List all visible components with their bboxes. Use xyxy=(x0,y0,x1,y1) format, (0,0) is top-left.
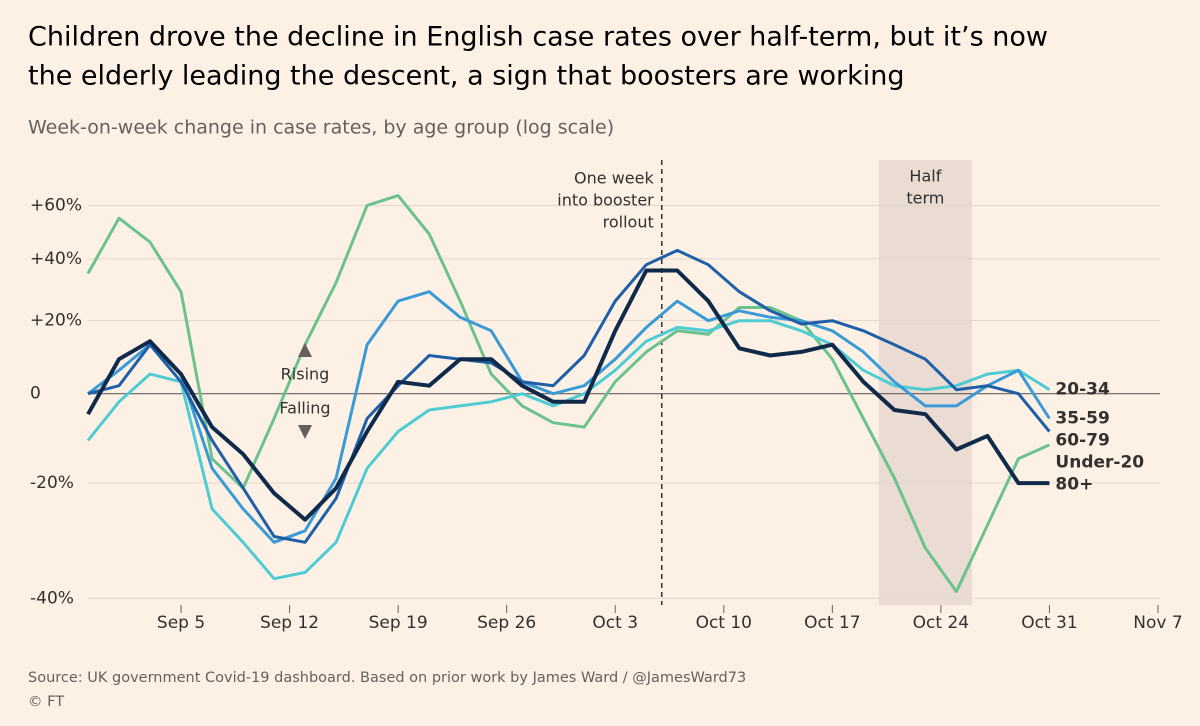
x-tick-label: Oct 24 xyxy=(913,613,969,633)
x-tick-label: Sep 19 xyxy=(369,613,428,633)
y-tick-label: -20% xyxy=(30,473,74,493)
x-tick-label: Sep 12 xyxy=(260,613,319,633)
rising-label: Rising xyxy=(281,365,330,384)
y-tick-label: +20% xyxy=(30,311,82,331)
y-tick-label: -40% xyxy=(30,588,74,608)
x-tick-label: Nov 7 xyxy=(1133,613,1182,633)
booster-label: rollout xyxy=(603,213,654,232)
half-term-shade xyxy=(878,160,972,605)
series-line xyxy=(86,194,1051,594)
rising-arrow xyxy=(298,343,312,357)
series-line xyxy=(87,290,1051,544)
series-label: Under-20 xyxy=(1055,452,1144,472)
falling-arrow xyxy=(298,425,312,439)
series-line xyxy=(87,248,1051,544)
y-tick-label: 0 xyxy=(30,384,41,404)
half-term-label: Half xyxy=(909,167,941,186)
series-label: 80+ xyxy=(1055,474,1093,494)
x-tick-label: Oct 3 xyxy=(592,613,638,633)
x-tick-label: Oct 31 xyxy=(1021,613,1077,633)
x-tick-label: Oct 17 xyxy=(804,613,860,633)
series-line xyxy=(86,268,1050,522)
chart-title: Children drove the decline in English ca… xyxy=(28,22,1048,53)
series-label: 20-34 xyxy=(1055,380,1110,400)
y-tick-label: +60% xyxy=(30,195,82,215)
half-term-label: term xyxy=(906,189,944,208)
plot-area: Half term +60% +40% +20% 0 -20% -40% Sep 5 Sep 12… xyxy=(30,160,1183,633)
chart-title: the elderly leading the descent, a sign … xyxy=(28,61,905,92)
booster-label: into booster xyxy=(557,191,654,210)
credit: © FT xyxy=(28,694,64,710)
series-label: 60-79 xyxy=(1055,430,1109,450)
x-tick-label: Sep 26 xyxy=(477,613,536,633)
falling-label: Falling xyxy=(279,399,330,418)
source: Source: UK government Covid-19 dashboard… xyxy=(28,670,746,686)
y-tick-label: +40% xyxy=(30,249,82,269)
series-label: 35-59 xyxy=(1055,408,1109,428)
x-tick-label: Sep 5 xyxy=(157,613,205,633)
x-tick-label: Oct 10 xyxy=(696,613,752,633)
chart-subtitle: Week-on-week change in case rates, by ag… xyxy=(28,117,614,139)
booster-label: One week xyxy=(574,169,654,188)
